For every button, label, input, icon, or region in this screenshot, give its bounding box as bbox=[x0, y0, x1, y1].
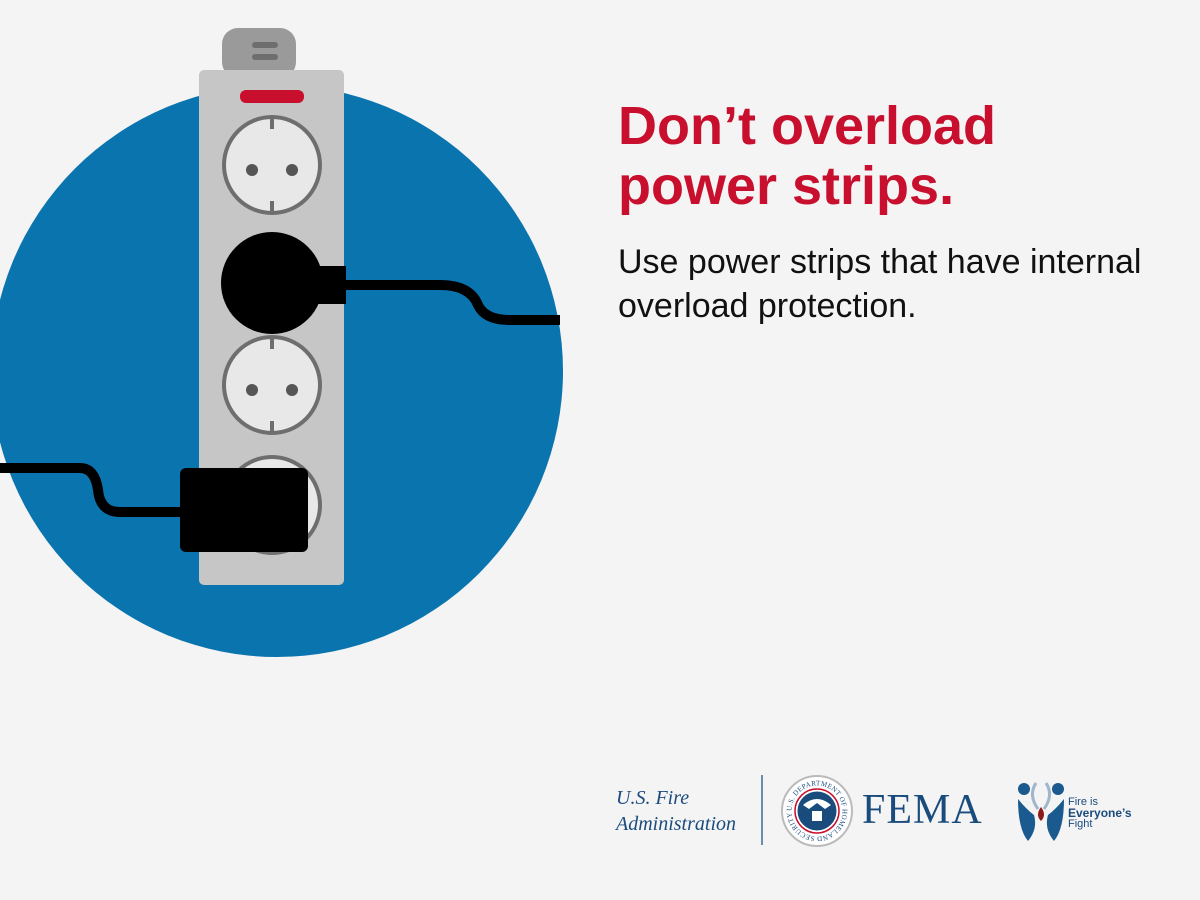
usfa-line2: Administration bbox=[616, 813, 737, 835]
fire-is-everyones-fight-text: Fire is Everyone’s Fight bbox=[1068, 797, 1132, 830]
usfa-line1: U.S. Fire bbox=[616, 787, 690, 809]
adapter-plug-with-cord bbox=[0, 463, 308, 552]
power-strip-illustration bbox=[0, 28, 563, 657]
dhs-seal-icon: U.S. DEPARTMENT OF HOMELAND SECURITY bbox=[781, 775, 853, 847]
round-plug-with-cord bbox=[221, 232, 560, 334]
subtext: Use power strips that have internal over… bbox=[618, 243, 1142, 325]
campaign-line3: Fight bbox=[1068, 818, 1093, 830]
plug-head-groove bbox=[252, 42, 278, 48]
logo-divider bbox=[761, 775, 763, 845]
fire-is-everyones-fight-icon bbox=[1018, 782, 1064, 841]
footer-logos: U.S. Fire Administration U.S. DEPARTMENT… bbox=[616, 775, 1176, 847]
usfa-logo: U.S. Fire Administration bbox=[616, 785, 736, 837]
overload-indicator-light bbox=[240, 90, 304, 103]
outlet-socket bbox=[222, 335, 322, 435]
campaign-line1: Fire is bbox=[1068, 796, 1098, 808]
campaign-line2: Everyone’s bbox=[1068, 806, 1132, 820]
outlet-socket bbox=[222, 115, 322, 215]
fema-logo: FEMA bbox=[862, 787, 983, 833]
headline: Don’t overload power strips. bbox=[618, 96, 997, 216]
plug-head-groove bbox=[252, 54, 278, 60]
strip-plug-head bbox=[222, 28, 296, 78]
